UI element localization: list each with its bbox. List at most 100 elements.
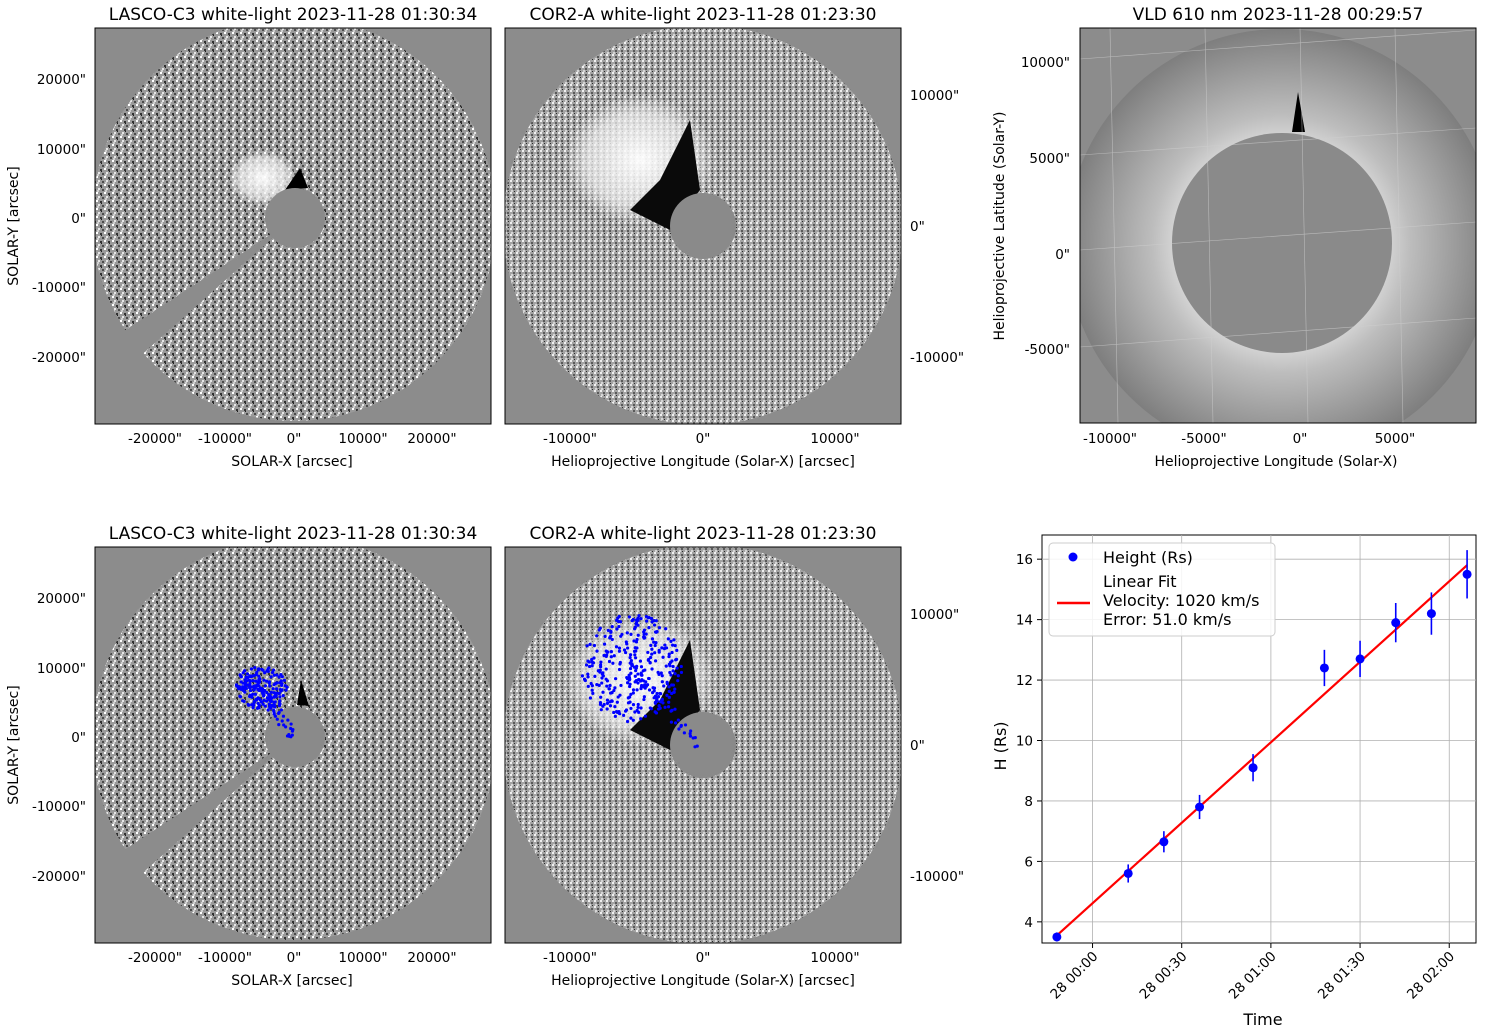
model-point xyxy=(272,673,276,677)
model-point xyxy=(605,701,610,706)
model-point xyxy=(629,662,634,666)
model-point xyxy=(660,646,664,650)
model-point xyxy=(261,702,265,706)
x-tick-labels: -10000" -5000" 0" 5000" xyxy=(1083,431,1415,447)
model-point xyxy=(676,718,680,722)
model-point xyxy=(679,664,683,669)
model-point xyxy=(276,711,281,715)
model-point xyxy=(653,651,657,655)
model-point xyxy=(671,664,675,669)
model-point xyxy=(625,631,629,635)
model-point xyxy=(679,670,684,675)
y-tick-labels: 20000" 10000" 0" -10000" -20000" xyxy=(32,591,86,885)
model-point xyxy=(647,625,651,630)
height-points xyxy=(1052,550,1472,942)
x-tick: 10000" xyxy=(810,950,859,966)
model-point xyxy=(585,644,589,648)
axes-frame xyxy=(1079,27,1477,424)
model-point xyxy=(636,633,640,637)
model-point xyxy=(628,695,632,699)
model-point xyxy=(653,694,657,698)
model-point xyxy=(275,717,279,721)
model-point xyxy=(655,699,659,703)
model-point xyxy=(261,668,265,672)
y-tick: 0" xyxy=(910,738,925,754)
model-point xyxy=(253,666,257,670)
dark-streamer xyxy=(297,680,309,706)
model-point xyxy=(691,736,695,740)
model-point xyxy=(625,642,629,646)
model-point xyxy=(610,625,614,629)
model-point xyxy=(592,656,596,660)
x-tick: 0" xyxy=(696,950,711,966)
model-point xyxy=(617,649,622,653)
model-point xyxy=(629,632,633,636)
cme-model-points xyxy=(580,614,699,749)
model-point xyxy=(256,687,260,691)
legend-point-marker xyxy=(1068,552,1078,562)
model-point xyxy=(646,683,650,687)
model-point xyxy=(609,650,613,654)
model-point xyxy=(243,678,247,682)
model-point xyxy=(617,624,621,629)
model-point xyxy=(616,695,620,699)
model-point xyxy=(662,684,666,688)
model-point xyxy=(291,728,295,732)
model-point xyxy=(582,677,587,681)
model-point xyxy=(284,725,288,729)
model-point xyxy=(618,712,622,716)
model-point xyxy=(655,697,659,701)
y-axis-label: SOLAR-Y [arcsec] xyxy=(6,685,22,804)
model-point xyxy=(620,632,624,637)
model-point xyxy=(611,661,615,665)
dark-streamer xyxy=(285,168,308,190)
model-point xyxy=(239,687,243,691)
coordinate-grid xyxy=(1080,28,1476,423)
model-point xyxy=(668,670,672,675)
model-point xyxy=(280,719,284,723)
x-tick-label: 28 01:30 xyxy=(1315,949,1369,1003)
y-tick: 0" xyxy=(71,211,86,227)
model-point xyxy=(632,639,636,643)
y-tick-labels-right: 10000" 0" -10000" xyxy=(910,88,964,366)
model-point xyxy=(629,659,633,663)
model-point xyxy=(254,679,258,683)
model-point xyxy=(674,657,679,661)
model-point xyxy=(273,700,277,704)
height-point xyxy=(1159,837,1169,847)
model-point xyxy=(683,723,688,727)
y-axis-ticks: 4 6 8 10 12 14 16 xyxy=(1016,552,1042,931)
y-tick: -10000" xyxy=(910,869,964,885)
model-point xyxy=(588,696,593,700)
y-tick: -20000" xyxy=(32,350,86,366)
model-point xyxy=(238,673,242,677)
vld-panel-top: VLD 610 nm 2023-11-28 00:29:57 -10000" -… xyxy=(992,5,1477,470)
model-point xyxy=(257,674,261,678)
model-point xyxy=(272,710,276,715)
legend-box xyxy=(1048,542,1276,637)
model-point xyxy=(256,701,260,706)
model-point xyxy=(633,710,637,714)
model-point xyxy=(628,653,633,657)
model-point xyxy=(616,619,621,624)
x-axis-label: Time xyxy=(1242,1010,1282,1029)
model-point xyxy=(281,714,286,718)
model-point xyxy=(241,699,245,703)
model-point xyxy=(604,649,608,653)
model-point xyxy=(664,664,668,668)
y-tick: 10000" xyxy=(1021,55,1070,71)
occulter-pylon xyxy=(115,219,294,358)
model-point xyxy=(635,688,639,692)
occulter-disk xyxy=(265,707,325,767)
model-point xyxy=(666,637,670,641)
model-point xyxy=(645,619,649,623)
model-point xyxy=(598,700,603,705)
model-point xyxy=(597,683,601,687)
model-point xyxy=(654,711,659,715)
model-point xyxy=(677,727,681,731)
x-tick: -10000" xyxy=(198,431,252,447)
model-point xyxy=(650,637,655,641)
model-point xyxy=(607,659,612,664)
model-point xyxy=(256,667,260,671)
y-tick-labels: 20000" 10000" 0" -10000" -20000" xyxy=(32,72,86,366)
